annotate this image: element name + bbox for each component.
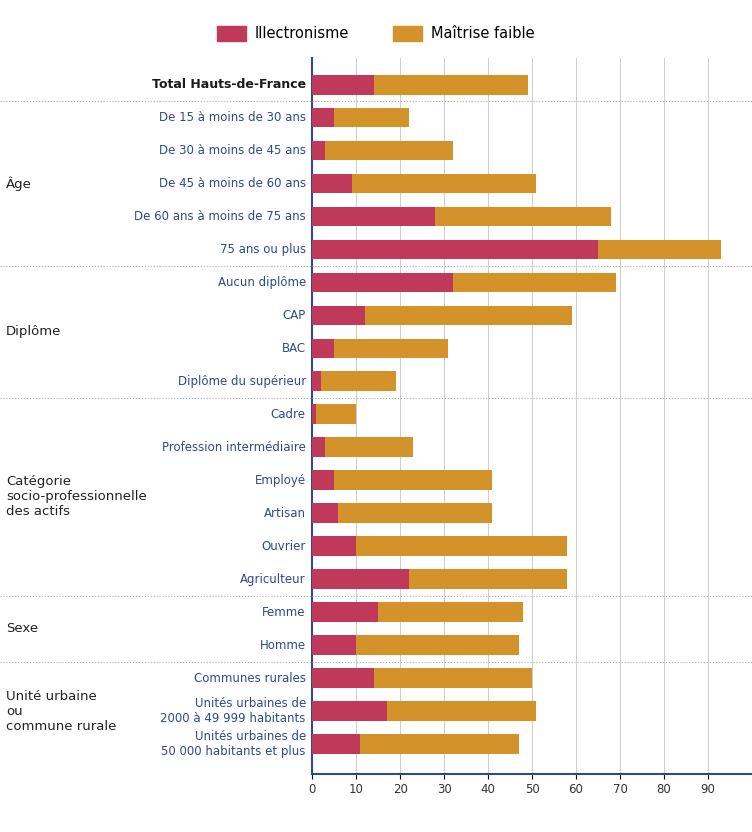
- Text: Diplôme du supérieur: Diplôme du supérieur: [177, 375, 306, 388]
- Bar: [321, 371, 396, 391]
- Text: Unités urbaines de
2000 à 49 999 habitants: Unités urbaines de 2000 à 49 999 habitan…: [160, 697, 306, 726]
- Legend: Illectronisme, Maîtrise faible: Illectronisme, Maîtrise faible: [211, 20, 541, 47]
- Text: De 15 à moins de 30 ans: De 15 à moins de 30 ans: [159, 111, 306, 124]
- Text: Unité urbaine
ou
commune rurale: Unité urbaine ou commune rurale: [6, 690, 117, 733]
- Bar: [435, 206, 611, 226]
- Bar: [317, 404, 356, 424]
- Bar: [312, 537, 356, 556]
- Bar: [326, 141, 453, 161]
- Text: Homme: Homme: [259, 639, 306, 651]
- Bar: [312, 75, 374, 95]
- Bar: [312, 305, 365, 325]
- Bar: [312, 141, 326, 161]
- Bar: [374, 668, 532, 688]
- Bar: [365, 305, 572, 325]
- Text: 75 ans ou plus: 75 ans ou plus: [220, 243, 306, 256]
- Bar: [312, 701, 387, 721]
- Bar: [312, 602, 378, 622]
- Text: Cadre: Cadre: [271, 408, 306, 421]
- Text: De 30 à moins de 45 ans: De 30 à moins de 45 ans: [159, 144, 306, 157]
- Bar: [312, 470, 334, 490]
- Bar: [312, 174, 352, 193]
- Bar: [312, 404, 317, 424]
- Text: De 60 ans à moins de 75 ans: De 60 ans à moins de 75 ans: [134, 210, 306, 223]
- Text: Artisan: Artisan: [264, 507, 306, 520]
- Bar: [356, 537, 567, 556]
- Bar: [338, 503, 493, 523]
- Text: Sexe: Sexe: [6, 622, 38, 635]
- Text: Agriculteur: Agriculteur: [240, 572, 306, 586]
- Bar: [312, 438, 326, 458]
- Bar: [312, 734, 360, 754]
- Bar: [312, 107, 334, 127]
- Text: Diplôme: Diplôme: [6, 325, 62, 339]
- Bar: [334, 470, 493, 490]
- Bar: [598, 240, 721, 260]
- Bar: [374, 75, 528, 95]
- Bar: [356, 636, 519, 655]
- Bar: [453, 273, 616, 292]
- Bar: [378, 602, 523, 622]
- Text: BAC: BAC: [282, 342, 306, 355]
- Bar: [352, 174, 536, 193]
- Bar: [312, 206, 435, 226]
- Bar: [334, 339, 448, 359]
- Bar: [387, 701, 536, 721]
- Bar: [409, 569, 567, 589]
- Text: Femme: Femme: [262, 606, 306, 619]
- Bar: [312, 240, 598, 260]
- Text: De 45 à moins de 60 ans: De 45 à moins de 60 ans: [159, 177, 306, 190]
- Text: Unités urbaines de
50 000 habitants et plus: Unités urbaines de 50 000 habitants et p…: [162, 730, 306, 758]
- Bar: [312, 668, 374, 688]
- Bar: [360, 734, 519, 754]
- Bar: [312, 569, 409, 589]
- Bar: [312, 371, 321, 391]
- Bar: [334, 107, 409, 127]
- Text: Total Hauts-de-France: Total Hauts-de-France: [152, 78, 306, 92]
- Bar: [312, 273, 453, 292]
- Text: Ouvrier: Ouvrier: [262, 540, 306, 552]
- Text: Profession intermédiaire: Profession intermédiaire: [162, 441, 306, 453]
- Text: Employé: Employé: [255, 473, 306, 487]
- Bar: [312, 503, 338, 523]
- Bar: [326, 438, 414, 458]
- Text: CAP: CAP: [283, 309, 306, 322]
- Text: Communes rurales: Communes rurales: [194, 671, 306, 685]
- Text: Âge: Âge: [6, 176, 32, 191]
- Bar: [312, 636, 356, 655]
- Bar: [312, 339, 334, 359]
- Text: Catégorie
socio-professionnelle
des actifs: Catégorie socio-professionnelle des acti…: [6, 475, 147, 518]
- Text: Aucun diplôme: Aucun diplôme: [217, 276, 306, 289]
